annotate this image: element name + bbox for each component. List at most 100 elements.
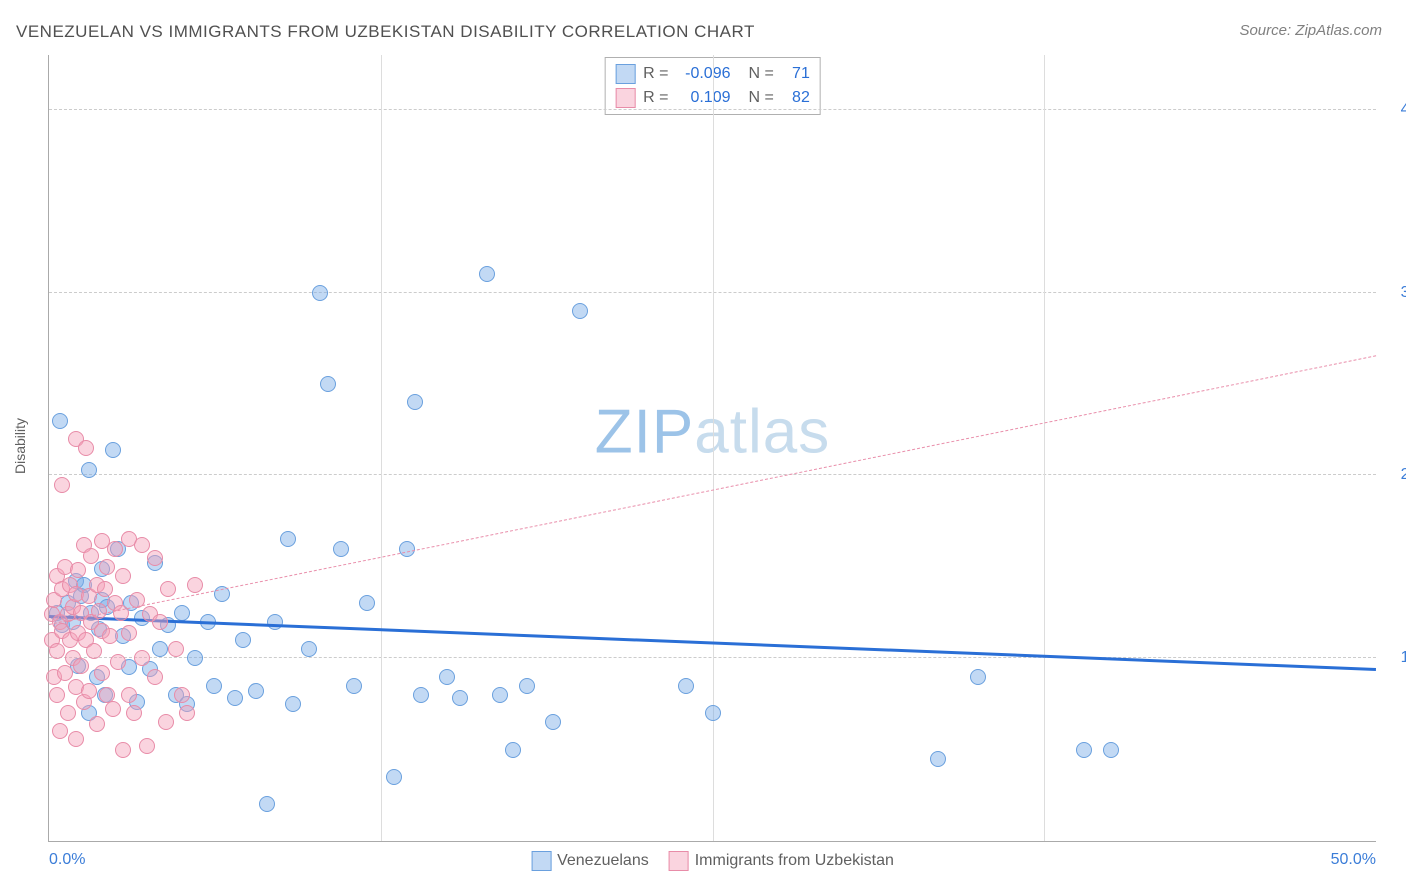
scatter-point xyxy=(359,595,375,611)
scatter-point xyxy=(115,568,131,584)
y-tick-label: 20.0% xyxy=(1386,466,1406,484)
scatter-point xyxy=(110,654,126,670)
scatter-point xyxy=(115,742,131,758)
scatter-point xyxy=(227,690,243,706)
scatter-point xyxy=(312,285,328,301)
scatter-point xyxy=(678,678,694,694)
scatter-point xyxy=(930,751,946,767)
scatter-point xyxy=(94,665,110,681)
scatter-point xyxy=(102,628,118,644)
scatter-point xyxy=(705,705,721,721)
scatter-point xyxy=(113,605,129,621)
series-legend-label: Immigrants from Uzbekistan xyxy=(695,852,894,870)
scatter-point xyxy=(187,650,203,666)
scatter-point xyxy=(86,643,102,659)
scatter-point xyxy=(248,683,264,699)
series-legend: Venezuelans Immigrants from Uzbekistan xyxy=(531,851,894,871)
scatter-point xyxy=(97,581,113,597)
scatter-point xyxy=(301,641,317,657)
scatter-point xyxy=(147,550,163,566)
scatter-point xyxy=(160,581,176,597)
scatter-point xyxy=(99,559,115,575)
plot-area: ZIPatlas R =-0.096N =71R =0.109N =82 Ven… xyxy=(48,55,1376,842)
scatter-point xyxy=(105,701,121,717)
scatter-point xyxy=(81,683,97,699)
scatter-point xyxy=(73,658,89,674)
scatter-point xyxy=(187,577,203,593)
gridline-v xyxy=(381,55,382,841)
scatter-point xyxy=(333,541,349,557)
scatter-point xyxy=(386,769,402,785)
scatter-point xyxy=(439,669,455,685)
scatter-point xyxy=(152,641,168,657)
series-legend-label: Venezuelans xyxy=(557,852,649,870)
scatter-point xyxy=(158,714,174,730)
scatter-point xyxy=(572,303,588,319)
scatter-point xyxy=(235,632,251,648)
scatter-point xyxy=(70,562,86,578)
stat-n-label: N = xyxy=(749,89,774,107)
x-tick-label: 0.0% xyxy=(49,851,85,869)
scatter-point xyxy=(479,266,495,282)
scatter-point xyxy=(78,440,94,456)
scatter-point xyxy=(259,796,275,812)
scatter-point xyxy=(99,687,115,703)
scatter-point xyxy=(54,477,70,493)
stat-n-value: 82 xyxy=(782,89,810,107)
scatter-point xyxy=(139,738,155,754)
watermark-part-2: atlas xyxy=(694,398,830,467)
gridline-v xyxy=(713,55,714,841)
scatter-point xyxy=(346,678,362,694)
scatter-point xyxy=(970,669,986,685)
series-legend-item: Immigrants from Uzbekistan xyxy=(669,851,894,871)
stat-r-label: R = xyxy=(643,89,668,107)
scatter-point xyxy=(121,687,137,703)
gridline-v xyxy=(1044,55,1045,841)
scatter-point xyxy=(413,687,429,703)
scatter-point xyxy=(505,742,521,758)
scatter-point xyxy=(134,650,150,666)
stat-n-label: N = xyxy=(749,65,774,83)
scatter-point xyxy=(285,696,301,712)
scatter-point xyxy=(60,705,76,721)
scatter-point xyxy=(1103,742,1119,758)
scatter-point xyxy=(68,731,84,747)
scatter-point xyxy=(206,678,222,694)
stat-r-value: -0.096 xyxy=(677,65,731,83)
scatter-point xyxy=(52,413,68,429)
y-tick-label: 10.0% xyxy=(1386,649,1406,667)
stat-r-label: R = xyxy=(643,65,668,83)
y-tick-label: 40.0% xyxy=(1386,101,1406,119)
watermark-part-1: ZIP xyxy=(595,398,694,467)
stat-r-value: 0.109 xyxy=(677,89,731,107)
scatter-point xyxy=(492,687,508,703)
scatter-point xyxy=(52,723,68,739)
scatter-point xyxy=(126,705,142,721)
scatter-point xyxy=(1076,742,1092,758)
scatter-point xyxy=(83,548,99,564)
chart-container: VENEZUELAN VS IMMIGRANTS FROM UZBEKISTAN… xyxy=(0,0,1406,892)
scatter-point xyxy=(280,531,296,547)
legend-swatch xyxy=(615,88,635,108)
legend-swatch xyxy=(669,851,689,871)
chart-source: Source: ZipAtlas.com xyxy=(1239,22,1382,39)
chart-title: VENEZUELAN VS IMMIGRANTS FROM UZBEKISTAN… xyxy=(16,22,755,42)
scatter-point xyxy=(152,614,168,630)
scatter-point xyxy=(320,376,336,392)
series-legend-item: Venezuelans xyxy=(531,851,649,871)
scatter-point xyxy=(519,678,535,694)
scatter-point xyxy=(49,643,65,659)
scatter-point xyxy=(147,669,163,685)
x-tick-label: 50.0% xyxy=(1331,851,1376,869)
scatter-point xyxy=(91,603,107,619)
y-axis-title: Disability xyxy=(12,418,28,474)
scatter-point xyxy=(179,705,195,721)
scatter-point xyxy=(134,537,150,553)
scatter-point xyxy=(407,394,423,410)
scatter-point xyxy=(57,665,73,681)
legend-swatch xyxy=(615,64,635,84)
scatter-point xyxy=(545,714,561,730)
scatter-point xyxy=(81,462,97,478)
scatter-point xyxy=(105,442,121,458)
stat-n-value: 71 xyxy=(782,65,810,83)
